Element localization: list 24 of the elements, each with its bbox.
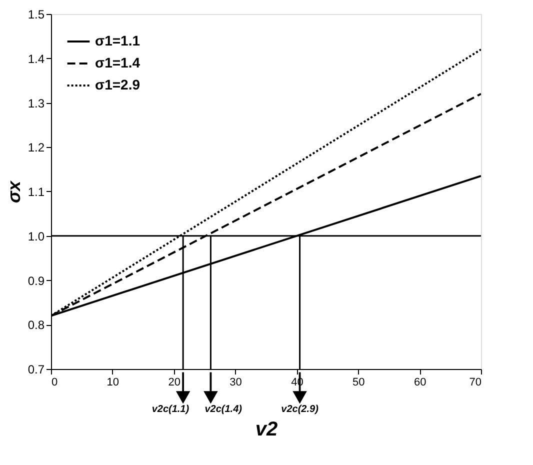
legend-label: σ1=2.9	[95, 76, 140, 92]
legend-label: σ1=1.4	[95, 54, 140, 70]
y-tick-label: 1.5	[28, 8, 45, 22]
x-tick-label: 0	[52, 376, 58, 388]
y-tick-label: 0.9	[28, 274, 45, 288]
x-tick-label: 70	[469, 376, 482, 388]
y-tick-label: 1.4	[28, 52, 45, 66]
x-tick-label: 30	[230, 376, 242, 388]
text: v2c(1.1)	[152, 404, 190, 415]
text: v2c(1.4)	[204, 404, 243, 415]
text: v2c(2.9)	[281, 404, 320, 415]
y-tick-label: 1.3	[28, 96, 45, 110]
y-axis-title: σx	[4, 180, 24, 203]
y-tick-label: 1.2	[28, 140, 45, 155]
y-tick-label: 1.1	[28, 185, 45, 199]
x-axis-title: v2	[255, 418, 278, 440]
x-tick-label: 50	[352, 376, 365, 388]
x-tick-label: 10	[106, 376, 120, 388]
y-tick-label: 1.0	[28, 229, 45, 244]
x-tick-label: 20	[168, 376, 180, 388]
legend-label: σ1=1.1	[95, 32, 140, 48]
y-tick-label: 0.8	[28, 318, 45, 332]
x-tick-label: 60	[414, 376, 426, 388]
y-tick-label: 0.7	[28, 362, 45, 376]
